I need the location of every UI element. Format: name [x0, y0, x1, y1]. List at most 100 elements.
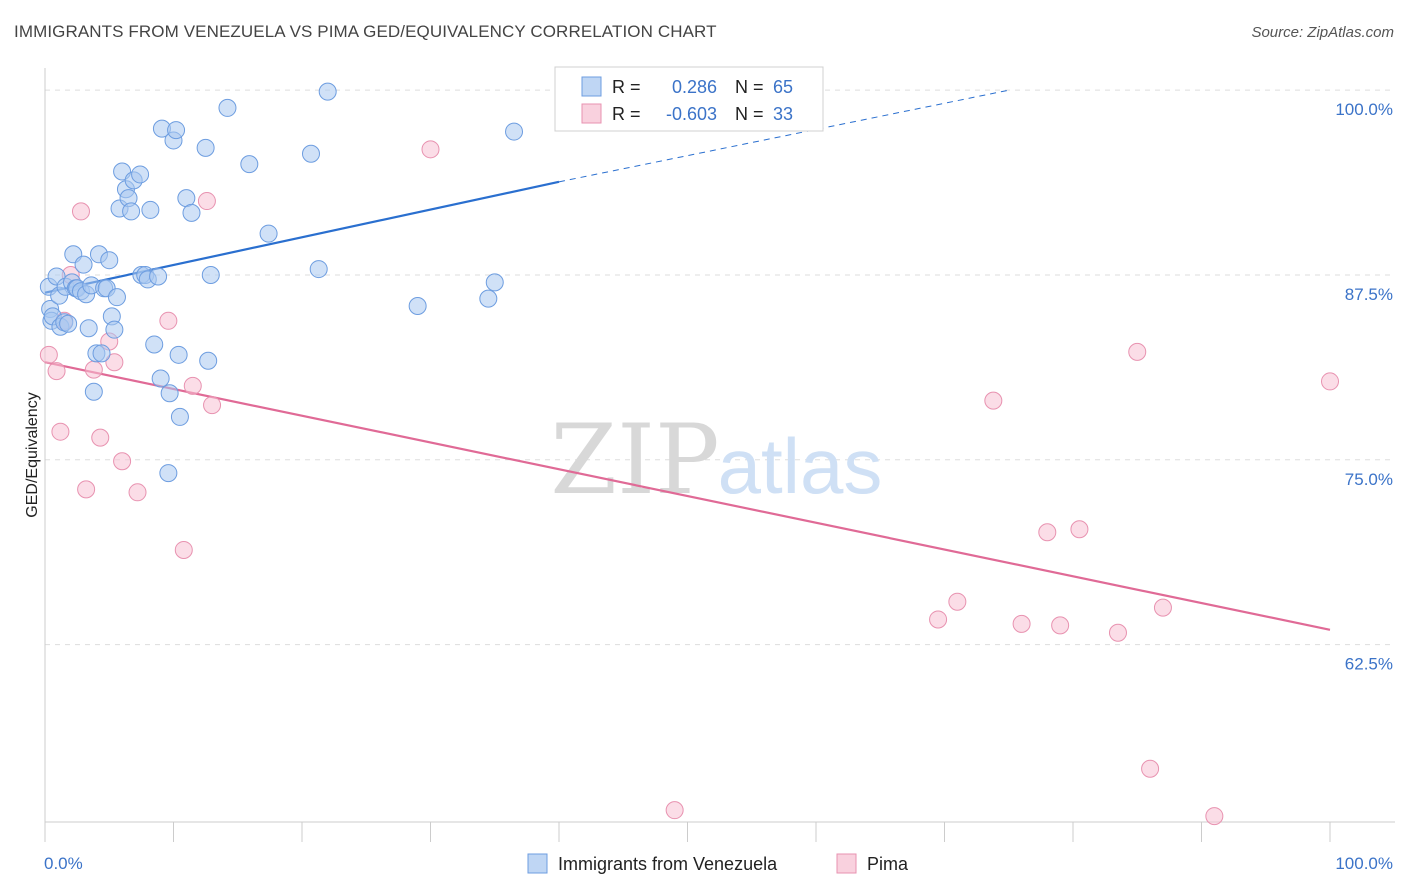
venezuela-point: [479, 289, 498, 308]
pima-point: [47, 362, 66, 381]
legend-r-label: R =: [612, 77, 641, 97]
pima-point: [113, 452, 132, 471]
venezuela-point: [145, 335, 164, 354]
pima-point: [1108, 623, 1127, 642]
axes: GED/Equivalency: [24, 68, 1395, 842]
legend-n-value: 65: [773, 77, 793, 97]
pima-point: [948, 592, 967, 611]
pima-point: [91, 428, 110, 447]
pima-point: [203, 396, 222, 415]
pima-point: [174, 540, 193, 559]
pima-point: [1038, 523, 1057, 542]
venezuela-point: [107, 288, 126, 307]
pima-point: [77, 480, 96, 499]
pima-point: [51, 422, 70, 441]
pima-point: [183, 376, 202, 395]
chart-source: Source: ZipAtlas.com: [1251, 24, 1394, 41]
legend-n-label: N =: [735, 104, 764, 124]
venezuela-point: [182, 203, 201, 222]
pima-point: [1141, 759, 1160, 778]
legend-n-value: 33: [773, 104, 793, 124]
legend-r-value: -0.603: [666, 104, 717, 124]
pima-point: [929, 610, 948, 629]
pima-point: [665, 801, 684, 820]
pima-point: [1205, 807, 1224, 826]
venezuela-point: [59, 314, 78, 333]
chart-title: IMMIGRANTS FROM VENEZUELA VS PIMA GED/EQ…: [14, 22, 717, 41]
pima-point: [1153, 598, 1172, 617]
bottom-legend-label-venezuela: Immigrants from Venezuela: [558, 854, 778, 874]
pima-point: [421, 140, 440, 159]
venezuela-point: [309, 260, 328, 279]
pima-trend-line: [44, 361, 1331, 631]
venezuela-point: [218, 98, 237, 117]
venezuela-point: [169, 345, 188, 364]
venezuela-point: [141, 200, 160, 219]
venezuela-point: [485, 273, 504, 292]
venezuela-point: [122, 202, 141, 221]
x-tick-label-max: 100.0%: [1335, 854, 1393, 873]
legend-r-label: R =: [612, 104, 641, 124]
legend-n-label: N =: [735, 77, 764, 97]
pima-point: [1321, 372, 1339, 391]
venezuela-point: [196, 138, 215, 157]
venezuela-point: [149, 267, 168, 286]
legend: R = 0.286 N = 65 R = -0.603 N = 33: [554, 66, 824, 132]
venezuela-point: [170, 407, 189, 426]
venezuela-point: [318, 82, 337, 101]
gridlines: [45, 89, 1395, 646]
pima-point: [128, 483, 147, 502]
x-tick-labels: 0.0% 100.0%: [44, 854, 1393, 873]
venezuela-point: [84, 382, 103, 401]
venezuela-point: [159, 464, 178, 483]
pima-point: [105, 353, 124, 372]
venezuela-point: [201, 265, 220, 284]
venezuela-point: [74, 255, 93, 274]
trend-lines: [44, 89, 1331, 631]
pima-point: [1051, 616, 1070, 635]
pima-point: [984, 391, 1003, 410]
pima-point: [159, 311, 178, 330]
pima-point: [197, 192, 216, 211]
y-tick-labels: 100.0% 87.5% 75.0% 62.5%: [1335, 100, 1393, 673]
venezuela-trend-line: [44, 180, 560, 294]
pima-point: [39, 345, 58, 364]
pima-point: [1070, 520, 1089, 539]
venezuela-point: [259, 224, 278, 243]
y-tick-label: 75.0%: [1345, 470, 1393, 489]
venezuela-point: [131, 165, 150, 184]
venezuela-point: [408, 297, 427, 316]
y-tick-label: 100.0%: [1335, 100, 1393, 119]
venezuela-point: [301, 144, 320, 163]
venezuela-point: [100, 251, 119, 270]
legend-swatch-pima: [581, 103, 602, 124]
pima-point: [1128, 342, 1147, 361]
venezuela-point: [92, 344, 111, 363]
venezuela-point: [160, 384, 179, 403]
y-tick-label: 62.5%: [1345, 655, 1393, 674]
bottom-legend-swatch-venezuela: [527, 853, 548, 874]
pima-point: [71, 202, 90, 221]
bottom-legend-label-pima: Pima: [867, 854, 909, 874]
x-tick-label-min: 0.0%: [44, 854, 83, 873]
venezuela-point: [505, 122, 524, 141]
y-axis-title: GED/Equivalency: [24, 392, 41, 517]
watermark-zip: ZIP: [550, 404, 719, 516]
venezuela-point: [167, 121, 186, 140]
watermark-atlas: atlas: [718, 422, 883, 510]
venezuela-point: [240, 155, 259, 174]
bottom-legend-swatch-pima: [836, 853, 857, 874]
y-tick-label: 87.5%: [1345, 285, 1393, 304]
venezuela-point: [151, 369, 170, 388]
legend-swatch-venezuela: [581, 76, 602, 97]
data-points: [39, 82, 1339, 826]
venezuela-point: [79, 319, 98, 338]
venezuela-point: [199, 351, 218, 370]
pima-point: [84, 360, 103, 379]
venezuela-point: [105, 320, 124, 339]
legend-r-value: 0.286: [672, 77, 717, 97]
pima-point: [1012, 614, 1031, 633]
bottom-legend: Immigrants from Venezuela Pima: [527, 853, 909, 874]
